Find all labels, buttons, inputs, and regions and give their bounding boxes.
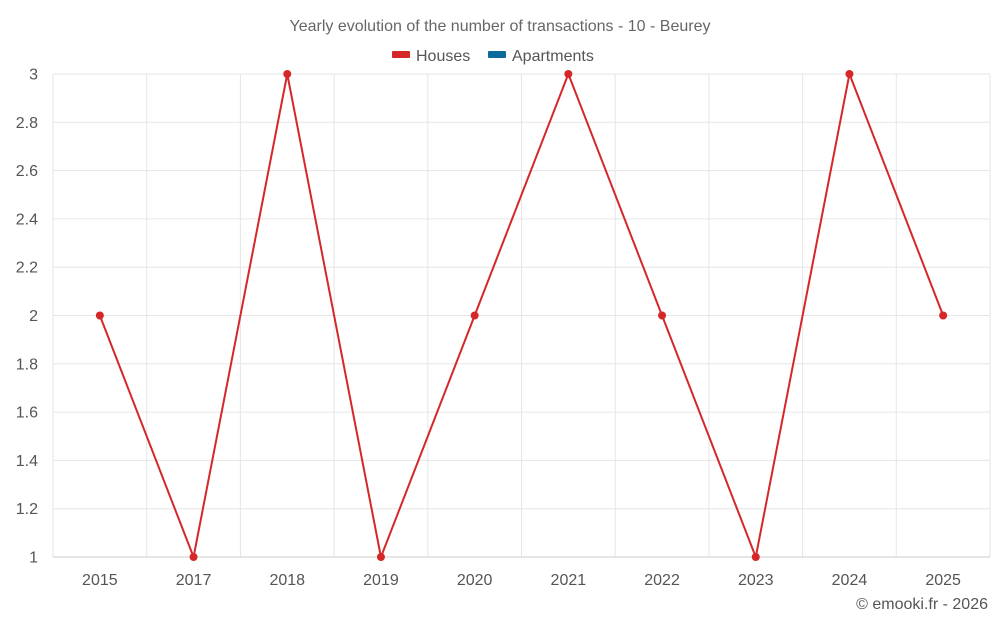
data-point-houses-2019[interactable] [376,553,385,561]
legend-item-apartments[interactable]: Apartments [488,48,594,65]
y-tick-label: 1.4 [16,453,38,470]
data-point-houses-2015[interactable] [95,311,104,320]
series-layer [95,70,948,561]
y-tick-label: 1.8 [16,356,38,373]
data-point-houses-2020[interactable] [470,311,479,320]
grid [52,73,991,558]
y-tick-label: 3 [29,67,38,84]
x-tick-label: 2019 [363,572,399,589]
y-tick-label: 1 [29,550,38,567]
data-point-houses-2021[interactable] [564,70,573,78]
legend-label-apartments: Apartments [512,48,594,65]
legend-swatch-houses [392,51,410,58]
y-tick-label: 2.4 [16,211,38,228]
legend-swatch-apartments [488,51,506,58]
chart-title: Yearly evolution of the number of transa… [290,18,711,35]
y-tick-label: 1.2 [16,501,38,518]
legend: Houses Apartments [392,48,594,65]
x-tick-label: 2015 [82,572,118,589]
x-tick-label: 2025 [925,572,961,589]
data-point-houses-2024[interactable] [845,70,854,78]
x-tick-label: 2023 [738,572,774,589]
y-tick-label: 1.6 [16,405,38,422]
y-tick-label: 2.6 [16,163,38,180]
y-tick-label: 2.2 [16,260,38,277]
credit-text: © emooki.fr - 2026 [856,596,988,613]
data-point-houses-2023[interactable] [751,553,760,561]
x-tick-label: 2021 [551,572,587,589]
data-point-houses-2025[interactable] [939,311,948,320]
legend-label-houses: Houses [416,48,470,65]
data-point-houses-2018[interactable] [283,70,292,78]
data-point-houses-2022[interactable] [658,311,667,320]
x-tick-label: 2020 [457,572,493,589]
y-tick-label: 2.8 [16,115,38,132]
x-tick-label: 2024 [832,572,868,589]
x-tick-label: 2017 [176,572,212,589]
data-point-houses-2017[interactable] [189,553,198,561]
series-line-houses [98,73,945,558]
axes: 1 1.2 1.4 1.6 1.8 2 2.2 2.4 2.6 2.8 3 2015 2017 2018 2… [16,67,990,589]
legend-item-houses[interactable]: Houses [392,48,470,65]
y-tick-label: 2 [29,308,38,325]
x-tick-label: 2018 [269,572,305,589]
x-tick-label: 2022 [644,572,680,589]
